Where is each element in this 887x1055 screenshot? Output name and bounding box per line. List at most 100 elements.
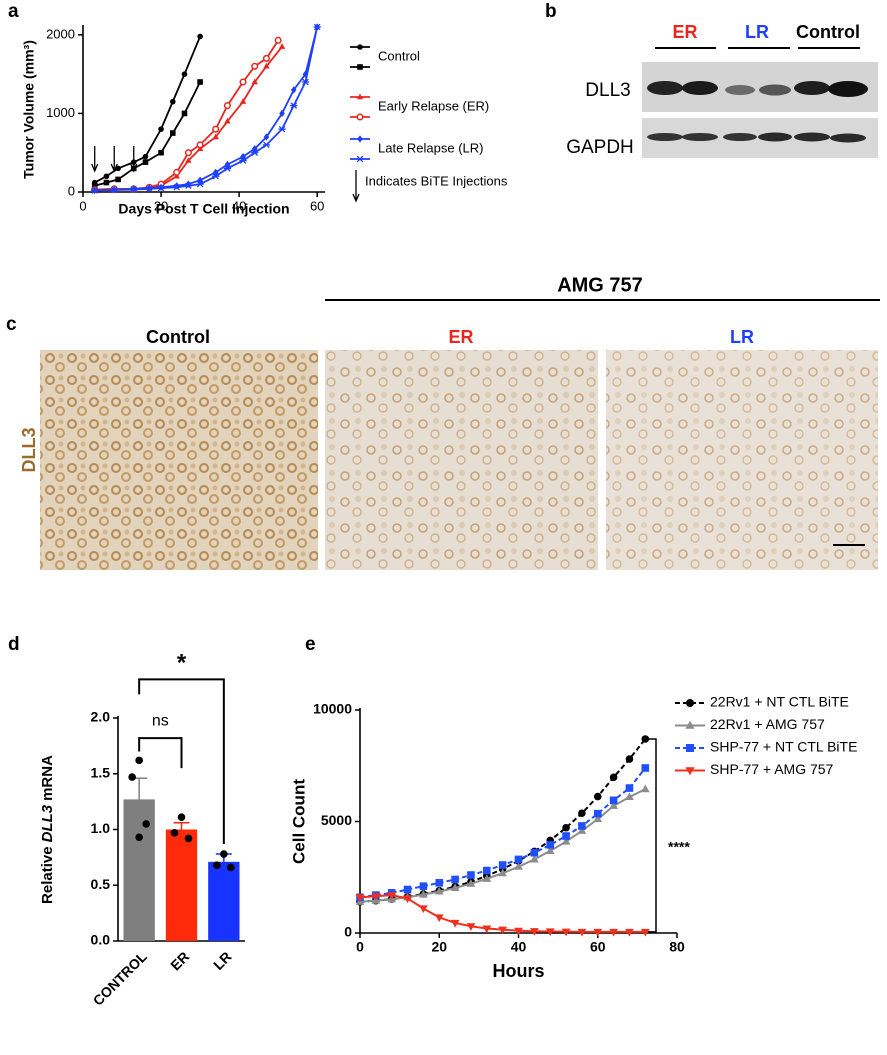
- marker: [577, 928, 587, 937]
- marker: [435, 879, 444, 887]
- marker: [434, 914, 444, 922]
- marker: [302, 70, 309, 78]
- series-line: [359, 894, 646, 933]
- marker: [91, 182, 98, 189]
- marker: [545, 928, 555, 936]
- marker: [561, 928, 571, 937]
- marker: [640, 928, 650, 937]
- y-tick-label: 0.0: [91, 932, 111, 948]
- y-tick-label: 10000: [313, 701, 352, 717]
- y-tick-label: 1.0: [91, 820, 111, 836]
- data-point: [177, 813, 186, 822]
- marker: [546, 841, 554, 849]
- marker: [498, 926, 508, 935]
- marker: [196, 180, 204, 188]
- x-tick-label: 40: [511, 939, 527, 955]
- blot-group: ER: [672, 22, 697, 42]
- marker: [434, 886, 444, 895]
- marker: [357, 44, 363, 50]
- marker: [357, 64, 363, 70]
- y-axis-label: Tumor Volume (mm³): [21, 40, 37, 179]
- marker: [251, 149, 259, 156]
- data-point: [170, 829, 179, 837]
- significance: *: [177, 650, 187, 677]
- band: [794, 132, 830, 142]
- marker: [482, 925, 492, 934]
- marker: [212, 133, 219, 140]
- marker: [530, 848, 539, 857]
- marker: [640, 784, 650, 793]
- marker: [514, 927, 523, 936]
- legend-label: Early Relapse (ER): [378, 98, 489, 113]
- marker: [625, 755, 634, 763]
- blot-group: LR: [745, 22, 769, 42]
- marker: [514, 862, 523, 870]
- marker: [263, 133, 270, 141]
- marker: [419, 882, 428, 890]
- marker: [158, 126, 164, 132]
- marker: [169, 130, 176, 136]
- blot-row: GAPDH: [566, 137, 634, 158]
- legend-label: Late Relapse (LR): [378, 140, 484, 155]
- band: [758, 132, 792, 142]
- data-point: [184, 834, 193, 843]
- marker: [356, 113, 364, 121]
- marker: [561, 837, 571, 845]
- x-axis-label: Hours: [492, 961, 544, 981]
- marker: [212, 125, 220, 133]
- marker: [197, 79, 203, 85]
- marker: [157, 184, 165, 192]
- significance: ns: [152, 713, 169, 730]
- y-tick-label: 1000: [46, 105, 75, 120]
- series-line: [94, 26, 319, 192]
- marker: [593, 814, 603, 823]
- marker: [173, 168, 181, 176]
- marker: [609, 796, 618, 805]
- band: [682, 133, 718, 141]
- marker: [130, 186, 138, 193]
- band: [723, 133, 757, 141]
- marker: [529, 854, 539, 863]
- marker: [103, 179, 110, 186]
- marker: [251, 62, 259, 70]
- arrow-note: Indicates BiTE Injections: [365, 173, 508, 188]
- marker: [357, 135, 363, 143]
- marker: [593, 928, 603, 937]
- marker: [196, 141, 204, 149]
- marker: [212, 168, 219, 176]
- y-tick-label: 2.0: [91, 709, 111, 725]
- band: [759, 84, 791, 96]
- panel-label: d: [8, 634, 20, 655]
- marker: [103, 173, 110, 180]
- marker: [181, 110, 188, 117]
- marker: [593, 792, 602, 801]
- bracket: [648, 738, 657, 933]
- band: [794, 81, 830, 95]
- marker: [142, 153, 149, 160]
- legend-label: SHP-77 + AMG 757: [710, 761, 834, 777]
- panel-label: b: [545, 1, 557, 22]
- y-tick-label: 0.5: [91, 876, 111, 892]
- marker: [262, 54, 271, 62]
- marker: [609, 928, 618, 937]
- marker: [609, 773, 618, 782]
- significance: ****: [668, 839, 690, 855]
- series-line: [359, 767, 647, 899]
- data-point: [220, 850, 228, 858]
- marker: [263, 62, 270, 69]
- marker: [185, 157, 192, 163]
- x-tick-label: 20: [154, 198, 168, 213]
- y-tick-label: 0: [344, 924, 352, 940]
- marker: [625, 784, 634, 792]
- legend-label: 22Rv1 + NT CTL BiTE: [710, 694, 849, 710]
- ihc-image: [606, 350, 878, 570]
- marker: [387, 892, 397, 900]
- y-axis-label-part: mRNA: [39, 755, 56, 801]
- panel-label: a: [8, 1, 19, 22]
- y-axis-label: Cell Count: [289, 779, 308, 864]
- marker: [355, 894, 365, 902]
- marker: [239, 157, 247, 164]
- marker: [514, 855, 523, 864]
- marker: [262, 141, 271, 149]
- marker: [482, 874, 492, 882]
